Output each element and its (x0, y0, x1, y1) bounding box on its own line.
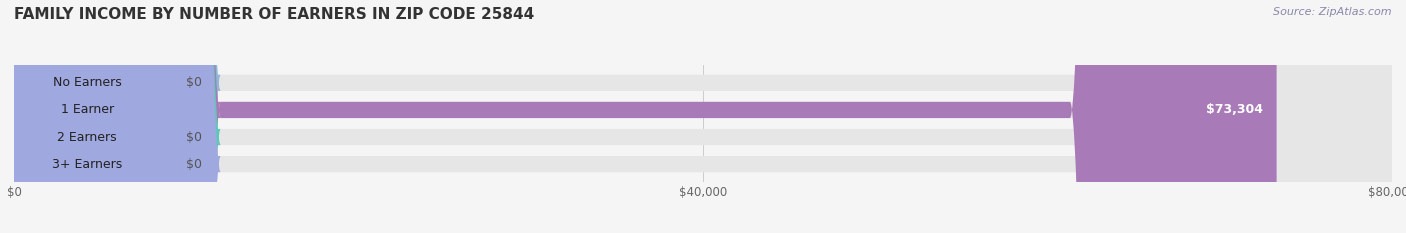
FancyBboxPatch shape (14, 0, 1392, 233)
FancyBboxPatch shape (14, 0, 1392, 233)
Text: $0: $0 (186, 158, 202, 171)
FancyBboxPatch shape (14, 0, 1392, 233)
FancyBboxPatch shape (0, 0, 221, 233)
FancyBboxPatch shape (0, 0, 221, 233)
Text: 2 Earners: 2 Earners (58, 130, 117, 144)
FancyBboxPatch shape (14, 0, 1277, 233)
Text: FAMILY INCOME BY NUMBER OF EARNERS IN ZIP CODE 25844: FAMILY INCOME BY NUMBER OF EARNERS IN ZI… (14, 7, 534, 22)
Text: $0: $0 (186, 76, 202, 89)
Text: No Earners: No Earners (53, 76, 122, 89)
Text: $0: $0 (186, 130, 202, 144)
Text: Source: ZipAtlas.com: Source: ZipAtlas.com (1274, 7, 1392, 17)
Text: 3+ Earners: 3+ Earners (52, 158, 122, 171)
FancyBboxPatch shape (14, 0, 1392, 233)
FancyBboxPatch shape (0, 0, 221, 233)
Text: 1 Earner: 1 Earner (60, 103, 114, 116)
FancyBboxPatch shape (0, 0, 221, 233)
Text: $73,304: $73,304 (1206, 103, 1263, 116)
